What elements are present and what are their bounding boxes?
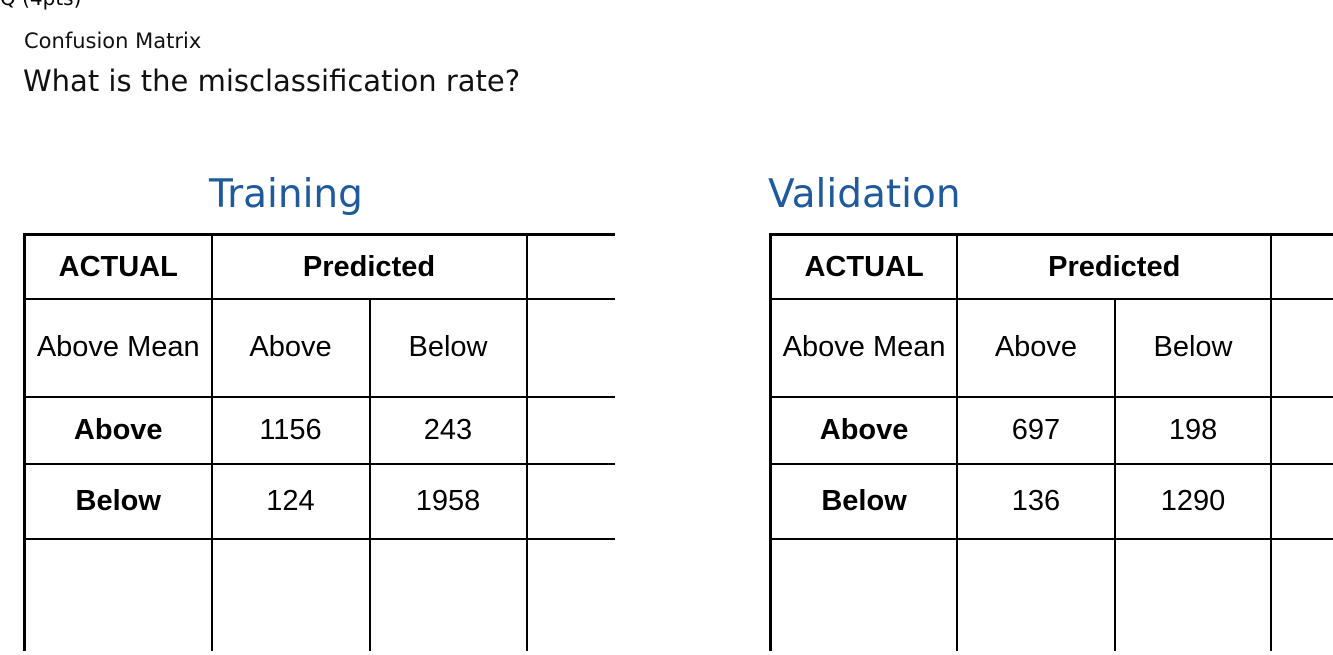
cell-value: 198	[1113, 395, 1273, 465]
table-row: Above Mean Above Below	[769, 297, 1333, 398]
training-title: Training	[209, 172, 363, 217]
header-actual: ACTUAL	[23, 233, 213, 300]
empty-cell	[1270, 462, 1333, 540]
table-row: Above 1156 243	[23, 395, 615, 465]
empty-cell	[525, 297, 615, 398]
empty-cell	[525, 233, 615, 300]
cell-value: 697	[956, 395, 1116, 465]
clipped-header-text: Q (4pts)	[0, 0, 81, 10]
validation-confusion-matrix: ACTUAL Predicted Above Mean Above Below …	[769, 233, 1333, 651]
table-row	[23, 537, 615, 651]
page-subtitle: Confusion Matrix	[24, 29, 202, 53]
col-label-below: Below	[368, 297, 528, 398]
table-row: Above 697 198	[769, 395, 1333, 465]
cell-value: 1156	[210, 395, 371, 465]
header-predicted: Predicted	[956, 233, 1273, 300]
validation-title: Validation	[768, 172, 961, 217]
empty-cell	[1270, 297, 1333, 398]
table-row: ACTUAL Predicted	[23, 233, 615, 300]
cell-value: 1958	[368, 462, 528, 540]
row-label-below: Below	[23, 462, 213, 540]
empty-cell	[368, 537, 528, 651]
row-label-above: Above	[23, 395, 213, 465]
empty-cell	[956, 537, 1116, 651]
table-row: Below 124 1958	[23, 462, 615, 540]
cell-value: 124	[210, 462, 371, 540]
empty-cell	[769, 537, 959, 651]
cell-value: 1290	[1113, 462, 1273, 540]
header-actual: ACTUAL	[769, 233, 959, 300]
empty-cell	[1270, 395, 1333, 465]
col-label-above: Above	[956, 297, 1116, 398]
row-label-above-mean: Above Mean	[23, 297, 213, 398]
empty-cell	[210, 537, 371, 651]
header-predicted: Predicted	[210, 233, 528, 300]
empty-cell	[525, 395, 615, 465]
empty-cell	[525, 462, 615, 540]
question-text: What is the misclassification rate?	[23, 64, 521, 98]
row-label-above: Above	[769, 395, 959, 465]
table-row	[769, 537, 1333, 651]
empty-cell	[1113, 537, 1273, 651]
empty-cell	[1270, 537, 1333, 651]
cell-value: 243	[368, 395, 528, 465]
cell-value: 136	[956, 462, 1116, 540]
table-row: ACTUAL Predicted	[769, 233, 1333, 300]
col-label-above: Above	[210, 297, 371, 398]
empty-cell	[525, 537, 615, 651]
table-row: Below 136 1290	[769, 462, 1333, 540]
empty-cell	[23, 537, 213, 651]
table-row: Above Mean Above Below	[23, 297, 615, 398]
col-label-below: Below	[1113, 297, 1273, 398]
empty-cell	[1270, 233, 1333, 300]
training-confusion-matrix: ACTUAL Predicted Above Mean Above Below …	[23, 233, 615, 651]
row-label-below: Below	[769, 462, 959, 540]
row-label-above-mean: Above Mean	[769, 297, 959, 398]
